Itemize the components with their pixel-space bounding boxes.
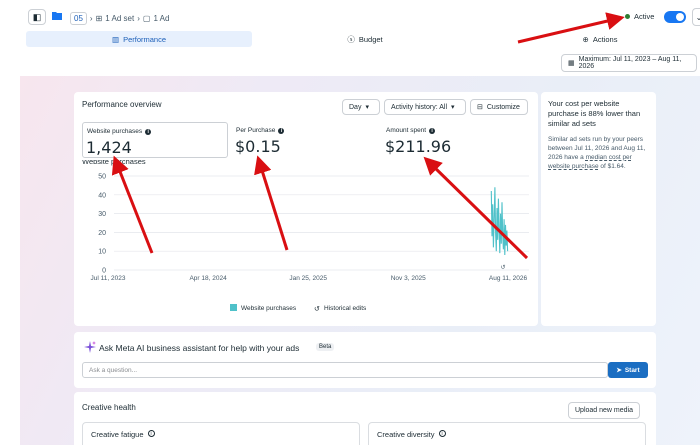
- tab-label: Performance: [123, 34, 167, 44]
- tab-performance[interactable]: ▥ Performance: [26, 31, 252, 47]
- date-range-label: Maximum: Jul 11, 2023 – Aug 11, 2026: [578, 56, 682, 70]
- customize-button[interactable]: ⊟ Customize: [470, 99, 528, 115]
- meta-ai-card: Ask Meta AI business assistant for help …: [74, 332, 656, 388]
- tab-label: Budget: [358, 34, 383, 44]
- card-title: Performance overview: [82, 100, 162, 109]
- top-bar: ◧ 05 › ⊞ 1 Ad set › ▢ 1 Ad Active ⌄: [0, 0, 700, 30]
- start-button[interactable]: ➤ Start: [608, 362, 648, 378]
- metric-label: Amount spent i: [386, 127, 436, 134]
- historical-edit-marker: ↺: [501, 264, 506, 271]
- benchmark-headline: Your cost per website purchase is 88% lo…: [548, 99, 641, 128]
- day-select-label: Day: [349, 103, 362, 111]
- x-tick-label: Jan 25, 2025: [289, 275, 327, 282]
- legend-swatch-website-purchases: [230, 304, 237, 311]
- info-icon: i: [429, 127, 436, 134]
- send-icon: ➤: [616, 367, 622, 374]
- metric-amount-spent[interactable]: Amount spent i $211.96: [384, 122, 524, 158]
- panel-toggle-button[interactable]: ◧: [28, 9, 46, 25]
- ask-question-input[interactable]: Ask a question...: [82, 362, 608, 378]
- active-toggle[interactable]: [664, 11, 686, 23]
- adset-grid-icon: ⊞: [95, 14, 103, 23]
- metric-label-text: Website purchases: [87, 128, 143, 135]
- breadcrumb-adset[interactable]: 1 Ad set: [105, 14, 135, 23]
- x-tick-label: Nov 3, 2025: [391, 275, 426, 282]
- status-label: Active: [634, 12, 655, 21]
- legend-label-historical-edits: Historical edits: [324, 305, 367, 312]
- metric-value: $0.15: [235, 137, 281, 156]
- metric-value: 1,424: [86, 138, 132, 157]
- bar-chart-icon: ▥: [111, 34, 120, 44]
- customize-label: Customize: [486, 103, 520, 111]
- toggle-knob: [676, 13, 684, 21]
- y-tick-label: 20: [98, 230, 106, 237]
- status-dot-icon: [625, 14, 630, 19]
- legend-label-website-purchases: Website purchases: [241, 305, 297, 312]
- caret-down-icon: ▾: [365, 104, 369, 111]
- calendar-icon: ▦: [568, 60, 575, 67]
- chevron-right-icon: ›: [137, 14, 140, 23]
- benchmark-body-end: of $1.64.: [598, 163, 626, 170]
- website-purchases-chart: Website purchases 0 10 20 30 40 50 Jul 11, 2023…: [82, 160, 529, 313]
- series-line-website-purchases: [490, 187, 509, 256]
- sparkle-icon: [84, 341, 96, 355]
- columns-icon: ⊟: [477, 104, 483, 111]
- tab-actions[interactable]: ⊕ Actions: [560, 31, 640, 47]
- creative-fatigue-label: Creative fatigue: [91, 430, 144, 439]
- info-icon: i: [278, 127, 285, 134]
- creative-health-card: Creative health Upload new media Creativ…: [74, 392, 656, 445]
- y-tick-label: 40: [98, 192, 106, 199]
- y-tick-label: 10: [98, 249, 106, 256]
- creative-fatigue-panel[interactable]: Creative fatigue i: [82, 422, 360, 445]
- chevron-right-icon: ›: [89, 14, 93, 23]
- dollar-circle-icon: ⓢ: [347, 34, 355, 44]
- breadcrumb-ad[interactable]: 1 Ad: [153, 14, 170, 23]
- sidebar-icon: ◧: [32, 11, 42, 22]
- breadcrumb-campaign[interactable]: 05: [70, 12, 87, 25]
- y-tick-label: 30: [98, 211, 106, 218]
- y-tick-label: 50: [98, 174, 106, 181]
- tab-budget[interactable]: ⓢ Budget: [300, 31, 430, 47]
- info-icon: i: [438, 430, 446, 437]
- date-range-button[interactable]: ▦ Maximum: Jul 11, 2023 – Aug 11, 2026: [561, 54, 697, 72]
- metric-per-purchase[interactable]: Per Purchase i $0.15: [234, 122, 374, 158]
- tab-label: Actions: [592, 34, 618, 44]
- more-options-button[interactable]: ⌄: [692, 8, 700, 26]
- ai-title: Ask Meta AI business assistant for help …: [99, 343, 300, 353]
- metric-label-text: Amount spent: [386, 127, 427, 134]
- benchmark-body-text: Similar ad sets run by your peers betwee…: [548, 136, 646, 161]
- y-tick-label: 0: [102, 268, 106, 275]
- breadcrumb: 05 › ⊞ 1 Ad set › ▢ 1 Ad: [70, 12, 169, 25]
- benchmark-card: Your cost per website purchase is 88% lo…: [541, 92, 656, 326]
- x-tick-label: Apr 18, 2024: [189, 275, 227, 282]
- history-icon: ↺: [314, 306, 320, 313]
- activity-history-select[interactable]: Activity history: All ▾: [384, 99, 466, 115]
- info-icon: i: [147, 430, 155, 437]
- upload-media-button[interactable]: Upload new media: [568, 402, 640, 419]
- benchmark-body: Similar ad sets run by your peers betwee…: [548, 135, 649, 171]
- start-label: Start: [624, 366, 640, 374]
- chart-title: Website purchases: [82, 160, 146, 166]
- chevron-down-icon: ⌄: [695, 12, 700, 22]
- metric-label: Website purchases i: [87, 128, 152, 135]
- performance-overview-card: Performance overview Day ▾ Activity hist…: [74, 92, 538, 326]
- caret-down-icon: ▾: [451, 104, 455, 111]
- x-tick-label: Aug 11, 2026: [489, 275, 528, 282]
- metric-value: $211.96: [385, 137, 452, 156]
- target-icon: ⊕: [582, 34, 589, 44]
- activity-select-label: Activity history: All: [391, 103, 448, 111]
- creative-diversity-panel[interactable]: Creative diversity i: [368, 422, 646, 445]
- metric-website-purchases[interactable]: Website purchases i 1,424: [82, 122, 228, 158]
- x-tick-label: Jul 11, 2023: [91, 275, 126, 282]
- info-icon: i: [145, 128, 152, 135]
- day-select[interactable]: Day ▾: [342, 99, 380, 115]
- metric-label: Per Purchase i: [236, 127, 285, 134]
- creative-diversity-label: Creative diversity: [377, 430, 435, 439]
- median-cost-link[interactable]: median cost per website purchase: [548, 154, 632, 170]
- health-title: Creative health: [82, 403, 136, 412]
- folder-icon[interactable]: [52, 11, 62, 20]
- ad-square-icon: ▢: [142, 14, 151, 23]
- beta-badge: Beta: [316, 343, 335, 351]
- metric-label-text: Per Purchase: [236, 127, 276, 134]
